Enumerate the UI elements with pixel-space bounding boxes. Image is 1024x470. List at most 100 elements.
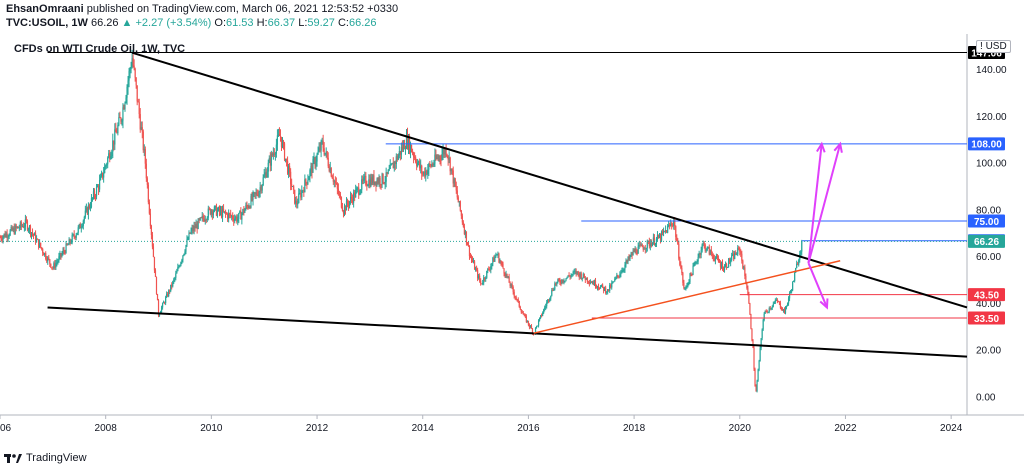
candle-body — [732, 253, 734, 256]
candle-body — [214, 205, 217, 207]
candle-body — [666, 230, 668, 233]
forecast-arrow-head — [819, 298, 829, 310]
candle-body — [705, 249, 707, 251]
candle-body — [528, 324, 531, 327]
candle-body — [503, 268, 505, 274]
candle-body — [329, 168, 331, 172]
x-tick-label: 2024 — [940, 423, 963, 434]
candle-body — [723, 266, 726, 271]
currency-selector[interactable]: ! USD — [976, 40, 1011, 53]
candle-body — [315, 161, 317, 166]
candle-body — [106, 164, 108, 166]
x-tick-label: 2020 — [729, 423, 752, 434]
candle-body — [467, 245, 470, 247]
candle-body — [44, 253, 46, 256]
candle-body — [714, 258, 716, 261]
candle-body — [338, 193, 341, 195]
candle-body — [797, 263, 799, 265]
candle-body — [757, 369, 759, 381]
candle-body — [596, 286, 599, 288]
candle-body — [321, 140, 323, 142]
candle-body — [782, 309, 785, 311]
candle-body — [139, 114, 141, 130]
candle-body — [393, 161, 395, 169]
candle-body — [8, 235, 10, 237]
candle-body — [491, 263, 493, 267]
candle-body — [749, 303, 751, 315]
candle-body — [785, 305, 788, 307]
candle-body — [477, 270, 479, 279]
candle-body — [516, 299, 518, 301]
author-name[interactable]: EhsanOmraani — [6, 3, 84, 15]
candle-body — [501, 262, 503, 264]
candle-body — [425, 170, 427, 177]
candle-body — [737, 247, 739, 255]
candle-body — [660, 231, 663, 241]
candle-body — [576, 271, 578, 274]
candle-body — [171, 284, 173, 287]
y-tick-label: 120.00 — [976, 112, 1007, 123]
candle-body — [461, 215, 463, 223]
candle-body — [119, 117, 121, 119]
candle-body — [458, 201, 460, 203]
candle-body — [57, 260, 59, 262]
candle-body — [652, 237, 655, 243]
candle-body — [356, 188, 358, 190]
candle-body — [466, 242, 469, 246]
candle-body — [435, 154, 437, 159]
candle-body — [761, 329, 763, 339]
candle-body — [515, 297, 517, 300]
candle-body — [282, 141, 285, 144]
candle-body — [79, 224, 81, 229]
candle-body — [102, 172, 104, 178]
candle-body — [166, 293, 168, 298]
candle-body — [126, 86, 128, 98]
candle-body — [724, 264, 727, 267]
candle-body — [72, 234, 74, 236]
candle-body — [706, 247, 708, 250]
candle-body — [371, 177, 373, 184]
candle-body — [290, 171, 292, 185]
y-tick-label: 0.00 — [976, 392, 996, 403]
candle-body — [746, 283, 748, 289]
candle-body — [27, 229, 30, 231]
candle-body — [463, 226, 465, 235]
candle-body — [796, 263, 798, 269]
candle-body — [695, 262, 697, 263]
candle-body — [110, 156, 112, 160]
candle-body — [396, 156, 398, 160]
candle-body — [584, 277, 586, 280]
price-tag-label: 75.00 — [974, 217, 999, 228]
candle-body — [436, 157, 438, 159]
candle-body — [361, 179, 363, 190]
candle-body — [472, 261, 475, 263]
candle-body — [118, 117, 120, 126]
candle-body — [179, 265, 181, 267]
candle-body — [600, 284, 603, 287]
candle-body — [622, 270, 624, 272]
candle-body — [322, 140, 324, 149]
candle-body — [488, 269, 490, 270]
candle-body — [113, 140, 115, 145]
candle-body — [756, 380, 758, 392]
candle-body — [663, 230, 666, 232]
candle-body — [629, 256, 631, 259]
candle-body — [103, 173, 105, 178]
candle-body — [202, 216, 204, 219]
candle-body — [140, 127, 142, 130]
candle-body — [689, 273, 691, 283]
candle-body — [311, 166, 313, 173]
candle-body — [111, 151, 113, 157]
candle-body — [73, 234, 75, 237]
candle-body — [679, 258, 681, 265]
candle-body — [220, 209, 223, 218]
symbol-label[interactable]: TVC:USOIL, 1W — [6, 17, 88, 29]
candle-body — [592, 282, 595, 285]
candle-body — [241, 213, 243, 220]
candle-body — [397, 155, 399, 160]
candle-body — [552, 289, 554, 291]
candle-body — [203, 218, 205, 222]
trendline-upper — [131, 51, 968, 309]
candle-body — [686, 285, 688, 287]
